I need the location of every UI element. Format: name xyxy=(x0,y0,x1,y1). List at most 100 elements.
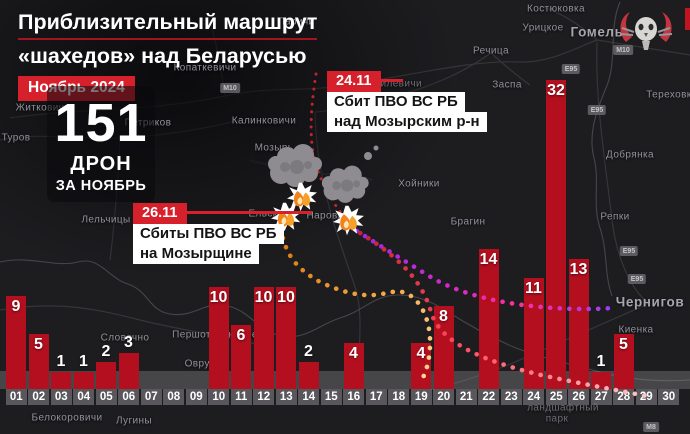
date-cell: 25 xyxy=(545,389,567,405)
map-city-label: Мозырь xyxy=(254,142,294,154)
bar-value-label: 5 xyxy=(34,336,43,353)
bar-value-label: 9 xyxy=(11,298,21,316)
date-cell: 19 xyxy=(410,389,432,405)
map-city-label: Калинковичи xyxy=(231,115,297,127)
map-city-label: Добрянка xyxy=(606,149,654,161)
date-cell: 15 xyxy=(320,389,342,405)
date-cell: 30 xyxy=(658,389,680,405)
road-badge: Е95 xyxy=(619,246,639,256)
bar-value-label: 10 xyxy=(254,289,273,306)
date-cell: 10 xyxy=(208,389,230,405)
explosion-icon xyxy=(287,182,317,212)
map-city-label: Урицкое xyxy=(522,22,564,34)
date-cell: 16 xyxy=(343,389,365,405)
total-drones-label-1: ДРОН xyxy=(70,153,132,175)
bar-day-02 xyxy=(28,334,49,389)
date-cell: 23 xyxy=(500,389,522,405)
road-badge: М8 xyxy=(643,422,659,432)
bar-day-13 xyxy=(276,287,297,389)
road-badge: М10 xyxy=(220,83,240,93)
date-cell: 03 xyxy=(50,389,72,405)
callout-text-line: над Мозырским р-н xyxy=(327,112,487,132)
bar-value-label: 32 xyxy=(547,82,565,100)
bar-value-label: 1 xyxy=(56,352,66,370)
bar-day-01 xyxy=(6,296,27,389)
route-red-main xyxy=(349,225,654,400)
smoke-bubble xyxy=(373,145,379,151)
date-cell: 27 xyxy=(590,389,612,405)
map-city-label: Ельск xyxy=(248,208,278,220)
smoke-cloud-left xyxy=(268,144,322,187)
map-city-label: Чернигов xyxy=(615,294,685,310)
road-badge: Е95 xyxy=(561,64,581,74)
bar-value-label: 6 xyxy=(236,326,246,344)
date-cell: 14 xyxy=(298,389,320,405)
map-city-label: Гомель xyxy=(570,24,624,40)
map-city-label: Лугины xyxy=(115,415,153,427)
bar-value-label: 1 xyxy=(79,352,88,370)
total-drones-panel: 151 ДРОН ЗА НОЯБРЬ xyxy=(47,86,155,202)
date-cell: 22 xyxy=(478,389,500,405)
map-city-label: Василевичи xyxy=(362,78,422,90)
bar-value-label: 14 xyxy=(479,251,498,269)
title-line-1: Приблизительный маршрут xyxy=(18,10,318,40)
bar-day-16 xyxy=(343,343,364,389)
date-cell: 20 xyxy=(433,389,455,405)
map-city-label: Белокоровичи xyxy=(31,412,103,424)
bar-day-11 xyxy=(231,324,252,389)
date-cell: 01 xyxy=(5,389,27,405)
callout-date-tag: 26.11 xyxy=(133,203,312,224)
bar-value-label: 13 xyxy=(569,260,588,278)
callout-26-11: 26.11 Сбиты ПВО ВС РБ на Мозырщине xyxy=(133,203,312,264)
bar-day-25 xyxy=(546,80,567,389)
route-purple xyxy=(354,228,616,312)
road-badge: Е95 xyxy=(587,105,607,115)
map-city-label: Заспа xyxy=(492,79,522,91)
map-city-label: Репки xyxy=(600,211,630,223)
date-cell: 28 xyxy=(613,389,635,405)
road-badge: М10 xyxy=(613,45,633,55)
bar-value-label: 2 xyxy=(304,343,313,361)
bar-day-28 xyxy=(613,334,634,389)
bar-day-19 xyxy=(411,343,432,389)
map-city-label: Туров xyxy=(1,132,31,144)
bar-day-14 xyxy=(298,362,319,389)
map-city-label: парк xyxy=(545,413,569,425)
edge-red-sliver xyxy=(685,8,690,30)
bar-value-label: 11 xyxy=(525,279,542,297)
bar-day-12 xyxy=(253,287,274,389)
bar-value-label: 10 xyxy=(277,289,295,306)
bar-day-04 xyxy=(73,371,94,389)
date-cell: 09 xyxy=(185,389,207,405)
bar-value-label: 4 xyxy=(416,345,426,363)
date-cell: 17 xyxy=(365,389,387,405)
map-city-label: Наровля xyxy=(306,210,350,222)
date-cell: 04 xyxy=(73,389,95,405)
bar-value-label: 8 xyxy=(439,307,448,325)
map-city-label: Хойники xyxy=(398,178,440,190)
callout-text-line: на Мозырщине xyxy=(133,244,259,264)
bar-day-03 xyxy=(51,371,72,389)
map-city-label: Брагин xyxy=(450,216,486,228)
bar-day-22 xyxy=(478,249,499,389)
date-cell: 13 xyxy=(275,389,297,405)
date-cell: 06 xyxy=(118,389,140,405)
callout-pointer-line xyxy=(186,211,312,214)
map-city-label: Житковичи xyxy=(15,102,71,114)
date-cell: 21 xyxy=(455,389,477,405)
callout-pointer-line xyxy=(380,79,403,82)
explosion-icon xyxy=(333,205,364,236)
map-city-label: Речица xyxy=(473,45,509,57)
total-drones-label-2: ЗА НОЯБРЬ xyxy=(55,178,147,194)
map-city-label: Копаткевичи xyxy=(173,62,237,74)
bar-value-label: 2 xyxy=(101,343,111,361)
date-cell: 18 xyxy=(388,389,410,405)
bar-day-10 xyxy=(208,287,229,389)
callout-date-tag: 24.11 xyxy=(327,71,403,92)
route-orange xyxy=(280,235,433,387)
route-red-upper xyxy=(309,72,350,224)
